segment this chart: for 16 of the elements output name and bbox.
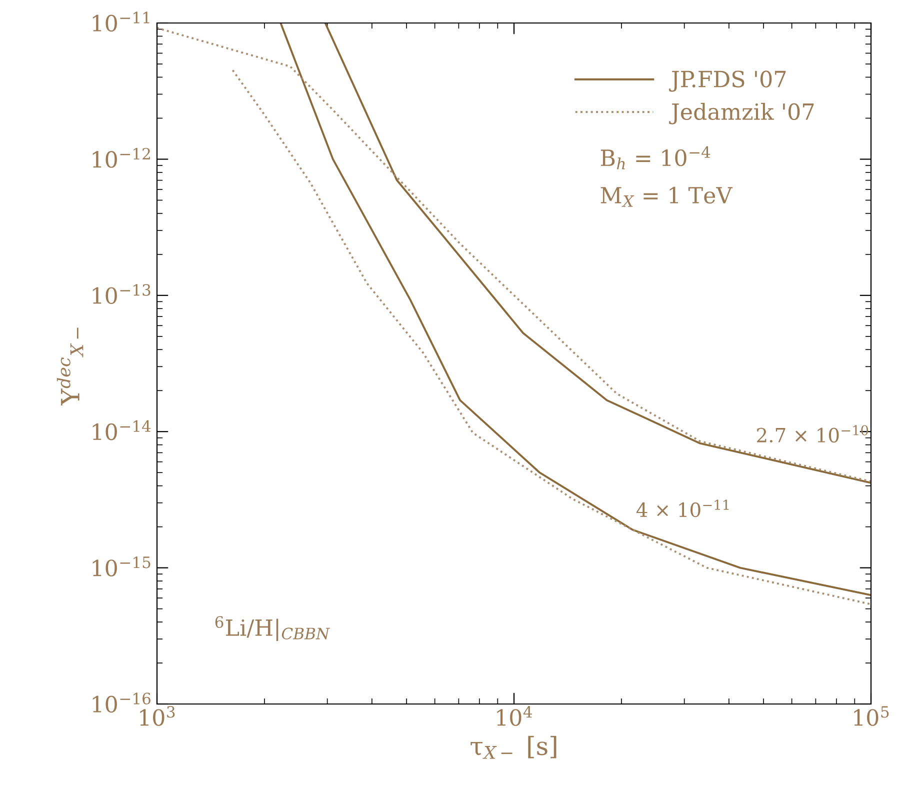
legend-label: Jedamzik '07 (669, 102, 814, 124)
y-tick-label: 10$^{−11}$ (92, 12, 150, 32)
annotation: 2.7 × 10$^{−10}$ (757, 425, 868, 443)
y-tick-label: 10$^{−12}$ (92, 148, 150, 168)
x-axis-title: τ$_{X−}$ [s] (470, 736, 556, 759)
annotation: M$_{X}$ = 1 TeV (600, 186, 733, 207)
legend-label: JP.FDS '07 (669, 70, 786, 92)
y-tick-label: 10$^{−13}$ (92, 284, 150, 304)
y-tick-label: 10$^{−14}$ (92, 420, 151, 440)
annotation: $^{6}$Li/H|$_{CBBN}$ (215, 616, 330, 641)
y-axis-title: Y$^{dec}$$_{X−}$ (56, 328, 84, 406)
annotation: 4 × 10$^{−11}$ (636, 500, 729, 518)
annotation: B$_{h}$ = 10$^{−4}$ (600, 146, 710, 170)
y-tick-label: 10$^{−15}$ (92, 556, 150, 576)
x-tick-label: 10$^{5}$ (854, 706, 889, 726)
x-tick-label: 10$^{4}$ (497, 706, 532, 726)
